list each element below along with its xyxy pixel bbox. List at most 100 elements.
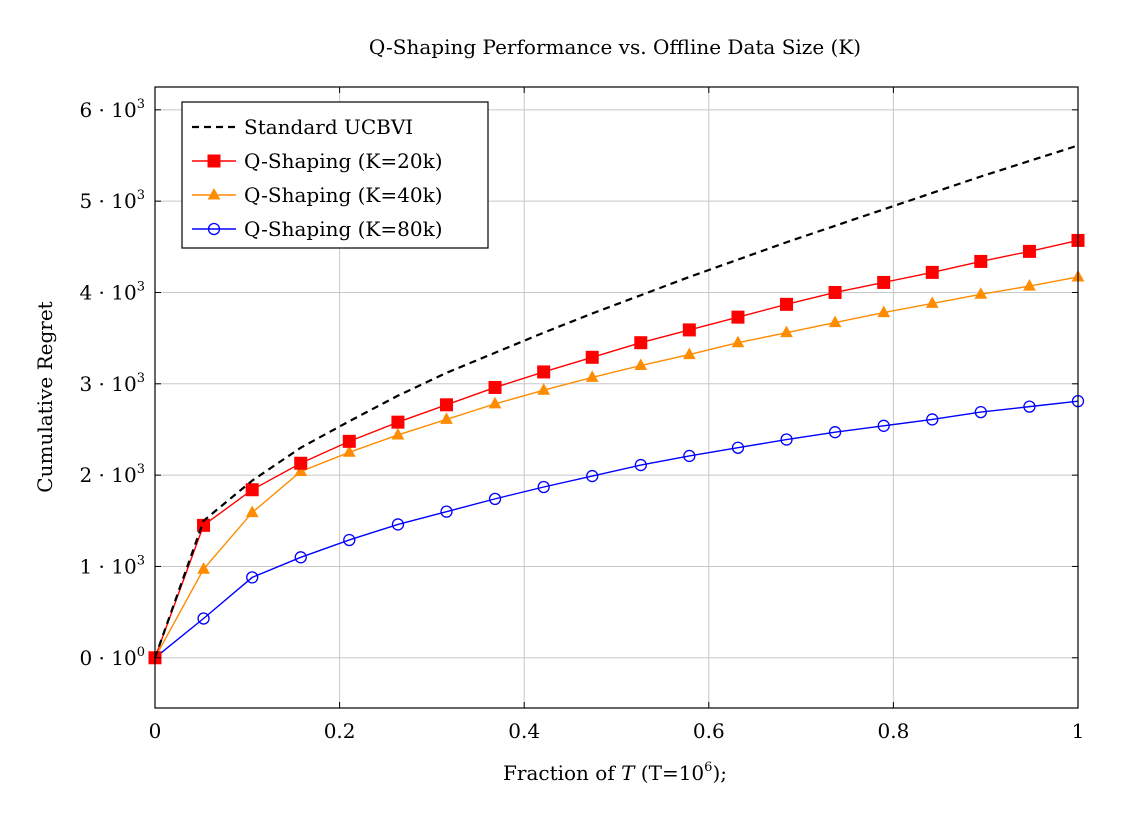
data-point-q-shaping-k-40k (197, 562, 210, 574)
legend-marker (207, 222, 221, 236)
data-point-q-shaping-k-40k (780, 325, 793, 338)
data-point-q-shaping-k-40k (440, 412, 453, 424)
data-point-q-shaping-k-20k (585, 350, 599, 364)
data-point-q-shaping-k-20k (537, 365, 551, 379)
data-point-q-shaping-k-20k (634, 336, 648, 350)
x-axis-title-prefix: Fraction of (503, 761, 621, 785)
series-line-standard-ucbvi (153, 144, 1079, 659)
y-tick-label-exp: 3 (137, 279, 145, 294)
x-axis-title: Fraction of T (T=106); (503, 760, 727, 785)
data-point-q-shaping-k-40k (682, 347, 696, 360)
data-point-q-shaping-k-20k (974, 254, 988, 268)
series-q-shaping-k-80k (148, 395, 1085, 664)
data-point-q-shaping-k-80k (828, 426, 842, 439)
legend: Standard UCBVI Q-Shaping (K=20k) Q-Shaping… (181, 101, 489, 249)
y-tick-label-exp: 3 (137, 371, 145, 386)
legend-item: Q-Shaping (K=20k) (192, 149, 443, 173)
data-point-q-shaping-k-40k (1023, 279, 1036, 291)
y-tick-label-exp: 3 (137, 553, 145, 568)
data-point-q-shaping-k-40k (877, 305, 891, 318)
chart-title: Q-Shaping Performance vs. Offline Data S… (369, 35, 861, 59)
legend-marker (207, 187, 221, 200)
data-point-q-shaping-k-20k (780, 297, 794, 311)
series-line-q-shaping-k-40k (154, 276, 1079, 659)
data-point-q-shaping-k-20k (245, 483, 259, 497)
y-tick-label-base: 5 · 10 (79, 189, 136, 213)
data-point-q-shaping-k-20k (925, 265, 939, 279)
y-tick-label: 3 · 103 (79, 371, 145, 396)
data-point-q-shaping-k-80k (488, 492, 502, 506)
series-q-shaping-k-40k (148, 269, 1085, 663)
data-point-q-shaping-k-80k (1023, 400, 1036, 413)
x-tick-label: 0.6 (693, 719, 725, 743)
data-point-q-shaping-k-40k (828, 315, 842, 328)
y-tick-label-base: 6 · 10 (79, 98, 136, 122)
x-tick-label: 0.8 (877, 719, 909, 743)
series-layer (148, 144, 1085, 665)
y-tick-label: 5 · 103 (79, 188, 145, 213)
data-point-q-shaping-k-80k (780, 433, 793, 446)
data-point-q-shaping-k-80k (877, 419, 890, 432)
data-point-q-shaping-k-80k (294, 551, 307, 564)
y-tick-label-exp: 3 (137, 97, 145, 112)
data-point-q-shaping-k-20k (439, 398, 453, 412)
y-tick-label: 1 · 103 (79, 553, 145, 578)
data-point-q-shaping-k-80k (683, 449, 696, 463)
y-tick-label: 0 · 100 (79, 645, 145, 670)
data-point-q-shaping-k-40k (537, 383, 551, 395)
data-point-q-shaping-k-80k (974, 405, 987, 419)
data-point-q-shaping-k-80k (343, 533, 356, 547)
data-point-q-shaping-k-20k (488, 380, 502, 394)
data-point-q-shaping-k-20k (391, 415, 405, 429)
y-tick-label-base: 2 · 10 (79, 463, 136, 487)
series-q-shaping-k-20k (148, 233, 1085, 665)
plot-frame (154, 86, 1079, 709)
y-tick-label-base: 4 · 10 (79, 280, 136, 304)
y-tick-label-exp: 0 (137, 645, 145, 660)
x-axis-title-paren: (T=10 (634, 761, 704, 785)
data-point-q-shaping-k-40k (391, 427, 405, 440)
data-point-q-shaping-k-80k (246, 571, 259, 584)
y-tick-label-base: 0 · 10 (79, 646, 136, 670)
data-point-q-shaping-k-40k (342, 445, 356, 457)
data-point-q-shaping-k-80k (537, 480, 550, 494)
legend-label: Q-Shaping (K=80k) (244, 217, 443, 241)
y-tick-label-exp: 3 (137, 462, 145, 477)
x-axis-title-sup: 6 (704, 760, 712, 775)
data-point-q-shaping-k-80k (634, 458, 647, 472)
data-point-q-shaping-k-40k (488, 396, 502, 409)
x-tick-label: 0.2 (324, 719, 356, 743)
series-line-q-shaping-k-20k (154, 239, 1079, 659)
series-standard-ucbvi (153, 144, 1079, 659)
y-tick-label: 2 · 103 (79, 462, 145, 487)
legend-item: Q-Shaping (K=80k) (192, 217, 443, 241)
legend-label: Standard UCBVI (244, 115, 413, 139)
data-point-q-shaping-k-20k (731, 310, 745, 324)
data-point-q-shaping-k-20k (1022, 244, 1036, 258)
data-point-q-shaping-k-80k (926, 413, 939, 426)
y-tick-label-exp: 3 (137, 188, 145, 203)
y-axis-title: Cumulative Regret (33, 301, 57, 492)
data-point-q-shaping-k-80k (731, 441, 745, 454)
data-point-q-shaping-k-20k (682, 323, 696, 337)
data-point-q-shaping-k-40k (974, 287, 988, 299)
y-tick-label: 4 · 103 (79, 279, 145, 304)
x-tick-label: 0 (149, 719, 162, 743)
data-point-q-shaping-k-40k (925, 296, 939, 308)
legend-label: Q-Shaping (K=40k) (244, 183, 443, 207)
x-tick-label: 0.4 (508, 719, 540, 743)
legend-item: Standard UCBVI (192, 115, 413, 139)
data-point-q-shaping-k-80k (586, 469, 599, 483)
y-tick-label: 6 · 103 (79, 97, 145, 122)
data-point-q-shaping-k-20k (828, 285, 842, 299)
data-point-q-shaping-k-40k (294, 464, 308, 476)
data-point-q-shaping-k-20k (342, 434, 356, 448)
data-point-q-shaping-k-80k (440, 505, 453, 518)
legend-label: Q-Shaping (K=20k) (244, 149, 443, 173)
data-point-q-shaping-k-20k (877, 275, 891, 289)
data-point-q-shaping-k-80k (391, 518, 405, 531)
y-tick-label-base: 3 · 10 (79, 372, 136, 396)
x-axis-title-close: ); (712, 761, 727, 785)
data-point-q-shaping-k-40k (731, 335, 745, 348)
